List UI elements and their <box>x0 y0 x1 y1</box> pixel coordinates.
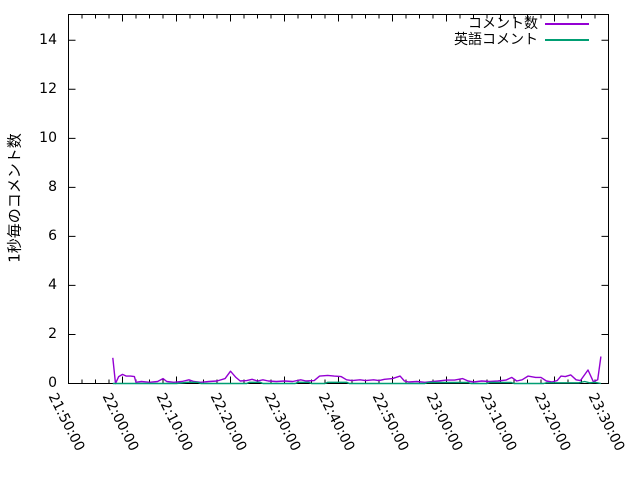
legend-line-sample-comments <box>545 23 589 25</box>
y-tick-label: 10 <box>39 129 57 146</box>
y-tick-label: 0 <box>48 375 57 391</box>
y-tick-label: 2 <box>48 325 57 342</box>
plot-border <box>68 14 609 384</box>
y-tick-label: 4 <box>48 276 57 293</box>
y-tick-label: 14 <box>39 31 57 48</box>
y-tick-label: 8 <box>48 178 57 195</box>
legend: コメント数 英語コメント <box>0 16 589 48</box>
y-tick-label: 6 <box>48 227 57 244</box>
axis-ticks <box>68 14 609 384</box>
y-tick-label: 12 <box>39 80 57 97</box>
series-line-1 <box>112 380 602 385</box>
legend-item-comments: コメント数 <box>0 16 589 32</box>
legend-label-comments: コメント数 <box>468 16 538 32</box>
series-line-0 <box>112 356 602 385</box>
legend-label-english-comments: 英語コメント <box>454 32 538 48</box>
legend-item-english-comments: 英語コメント <box>0 32 589 48</box>
legend-line-sample-english-comments <box>545 39 589 41</box>
